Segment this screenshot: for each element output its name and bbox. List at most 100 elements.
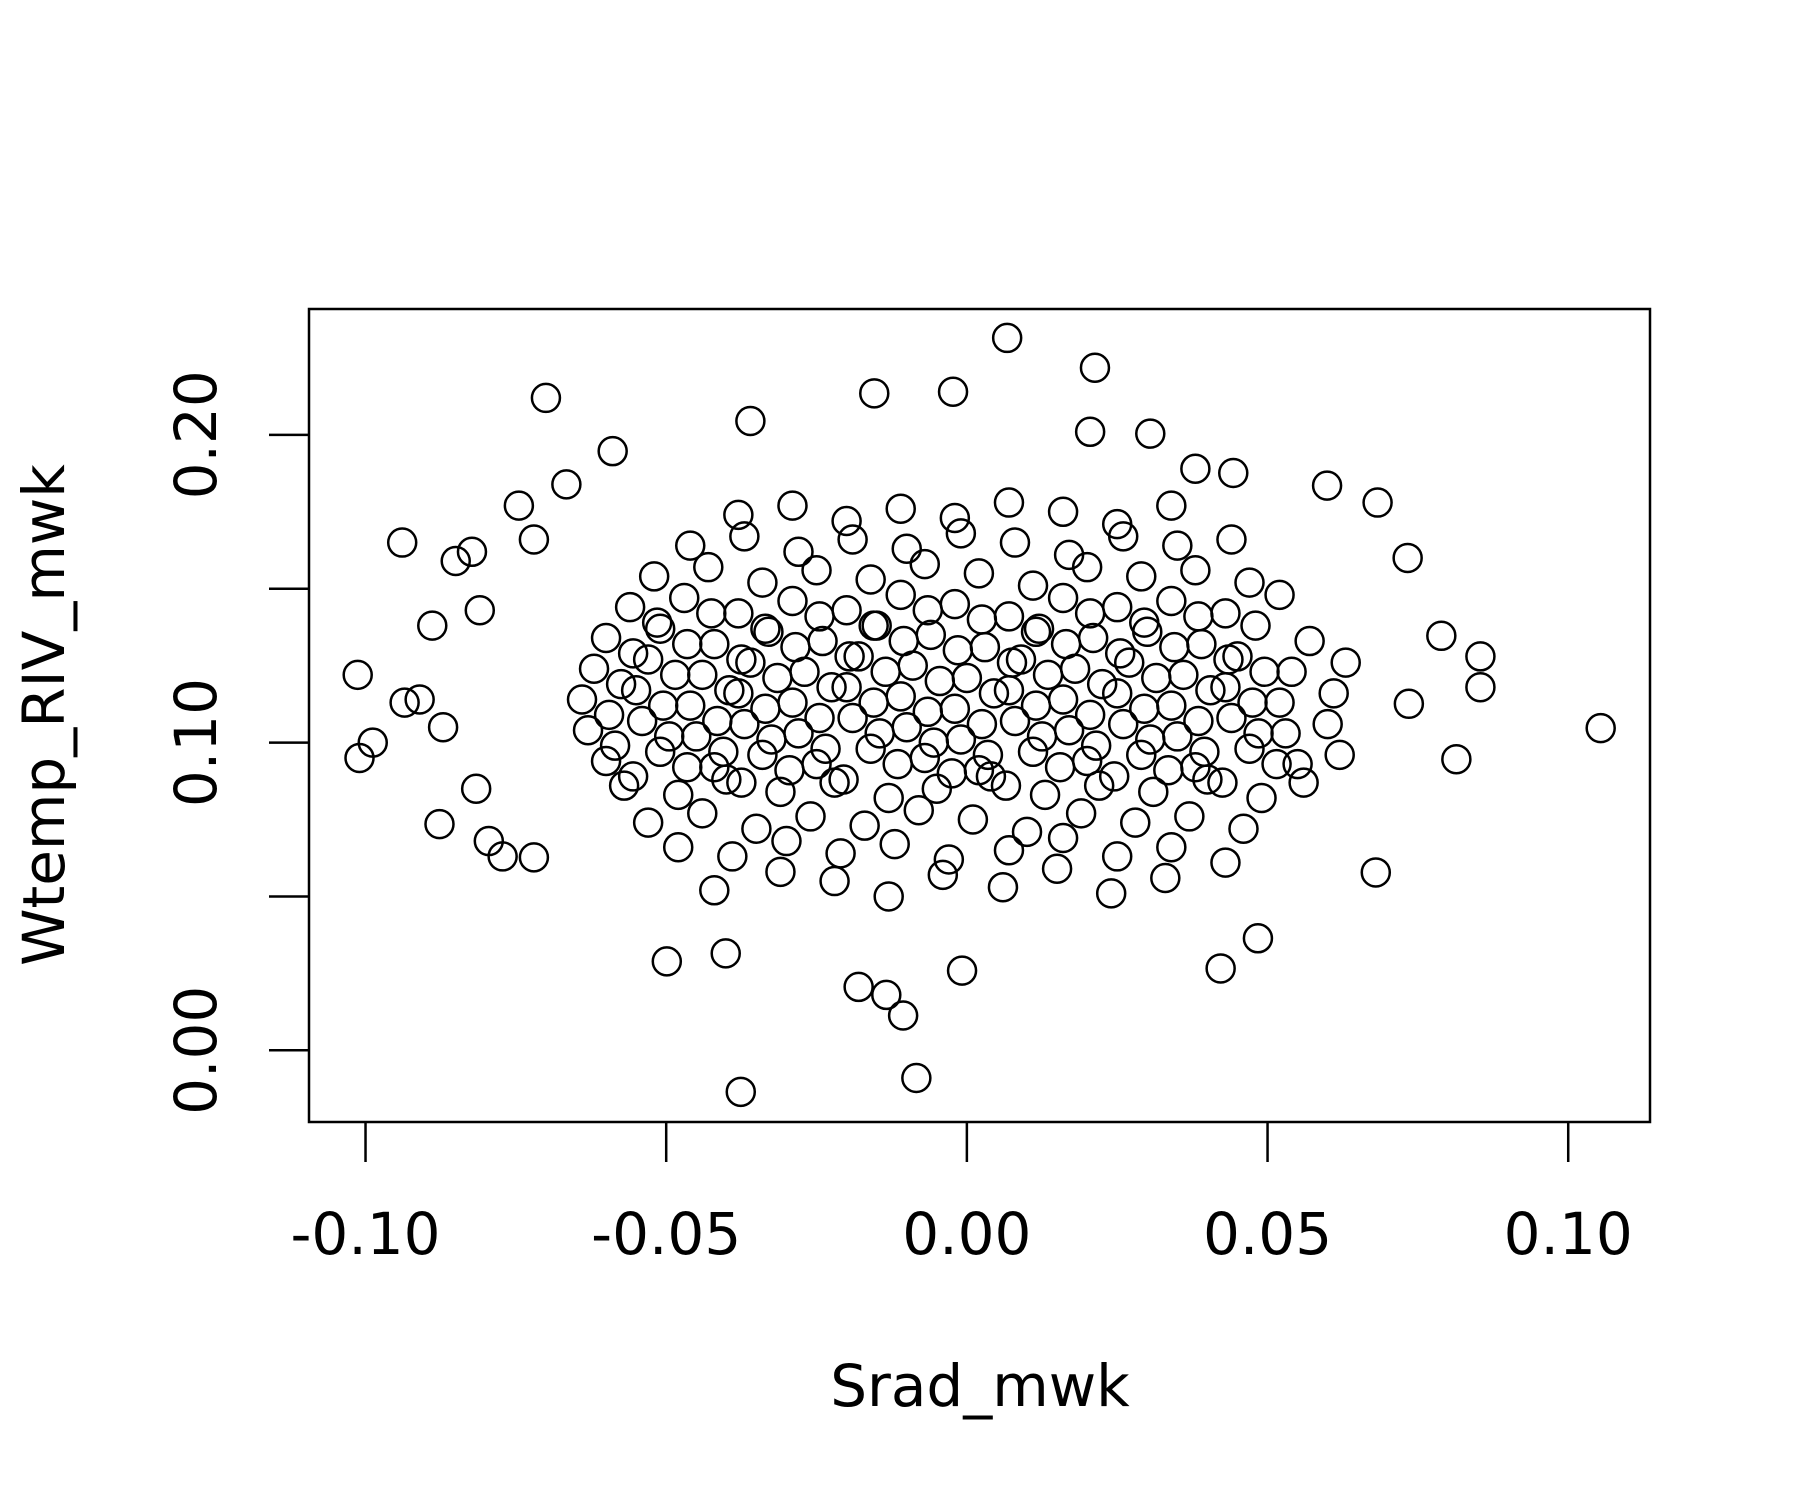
point bbox=[617, 638, 649, 669]
point bbox=[440, 545, 471, 577]
point bbox=[1392, 542, 1423, 574]
point bbox=[741, 813, 772, 844]
point bbox=[825, 838, 856, 869]
point bbox=[1228, 813, 1259, 844]
point bbox=[756, 724, 787, 755]
point bbox=[747, 567, 778, 598]
point bbox=[859, 378, 890, 409]
point bbox=[617, 761, 649, 792]
point bbox=[699, 751, 730, 783]
point bbox=[1243, 718, 1274, 749]
point bbox=[1041, 853, 1073, 884]
point bbox=[1101, 678, 1133, 709]
point bbox=[801, 748, 832, 780]
point bbox=[590, 622, 622, 654]
point bbox=[871, 979, 902, 1011]
x-tick-label: -0.05 bbox=[591, 1200, 741, 1268]
point bbox=[1156, 490, 1187, 521]
point bbox=[608, 770, 640, 801]
point bbox=[885, 493, 916, 524]
point bbox=[1180, 751, 1211, 783]
plot-frame bbox=[307, 307, 1652, 1124]
point bbox=[675, 690, 706, 721]
point bbox=[831, 505, 862, 537]
point bbox=[1129, 607, 1160, 638]
point bbox=[858, 610, 889, 641]
point bbox=[774, 755, 805, 786]
point bbox=[1189, 736, 1220, 768]
point bbox=[662, 831, 694, 863]
point bbox=[963, 558, 995, 589]
point bbox=[1205, 953, 1236, 984]
point bbox=[659, 659, 691, 691]
point bbox=[858, 687, 889, 718]
point bbox=[816, 671, 847, 703]
point bbox=[1050, 628, 1082, 660]
point bbox=[990, 770, 1022, 801]
y-tick-label: 0.10 bbox=[162, 678, 230, 807]
point bbox=[873, 881, 904, 912]
point bbox=[936, 758, 968, 789]
point bbox=[918, 727, 950, 758]
point bbox=[1107, 708, 1139, 740]
point bbox=[1234, 567, 1265, 598]
point bbox=[1029, 779, 1061, 811]
point bbox=[1294, 625, 1325, 657]
point bbox=[969, 631, 1001, 663]
point bbox=[530, 382, 562, 414]
point bbox=[1330, 647, 1361, 678]
point bbox=[699, 875, 730, 906]
point bbox=[1216, 702, 1247, 734]
point bbox=[780, 631, 811, 663]
point bbox=[762, 662, 793, 694]
point bbox=[837, 524, 868, 555]
point bbox=[951, 662, 983, 694]
point bbox=[1210, 847, 1241, 878]
point bbox=[903, 795, 935, 826]
point bbox=[644, 736, 676, 768]
point bbox=[1135, 418, 1166, 449]
point bbox=[828, 764, 859, 795]
point bbox=[801, 555, 832, 586]
point bbox=[1162, 530, 1193, 561]
point bbox=[987, 871, 1019, 903]
point bbox=[777, 687, 808, 718]
point bbox=[1186, 628, 1217, 660]
point bbox=[708, 736, 739, 768]
point bbox=[939, 588, 971, 620]
point bbox=[945, 518, 977, 549]
point bbox=[978, 678, 1010, 709]
point bbox=[1153, 755, 1184, 786]
point bbox=[717, 841, 748, 872]
x-tick-label: -0.10 bbox=[290, 1200, 440, 1268]
point bbox=[702, 705, 733, 737]
point bbox=[1156, 831, 1187, 863]
point bbox=[999, 705, 1031, 737]
point bbox=[723, 598, 754, 629]
point bbox=[1129, 693, 1160, 724]
point bbox=[991, 322, 1023, 354]
point bbox=[1183, 601, 1214, 632]
point bbox=[1101, 591, 1133, 623]
point bbox=[1135, 724, 1166, 755]
x-tick-label: 0.00 bbox=[902, 1200, 1031, 1268]
point bbox=[909, 742, 941, 774]
point bbox=[1264, 579, 1295, 611]
point bbox=[891, 711, 922, 743]
point bbox=[1441, 743, 1472, 775]
point bbox=[831, 595, 862, 626]
point bbox=[834, 641, 865, 672]
point bbox=[870, 656, 901, 688]
point bbox=[647, 690, 679, 721]
point bbox=[831, 671, 862, 703]
point bbox=[843, 971, 874, 1003]
point bbox=[696, 598, 727, 629]
point bbox=[389, 687, 420, 718]
point bbox=[653, 721, 685, 752]
point bbox=[1242, 923, 1274, 954]
point bbox=[614, 591, 646, 623]
point bbox=[1011, 816, 1043, 848]
point bbox=[1020, 616, 1052, 648]
point bbox=[921, 773, 953, 804]
point bbox=[1311, 470, 1343, 501]
